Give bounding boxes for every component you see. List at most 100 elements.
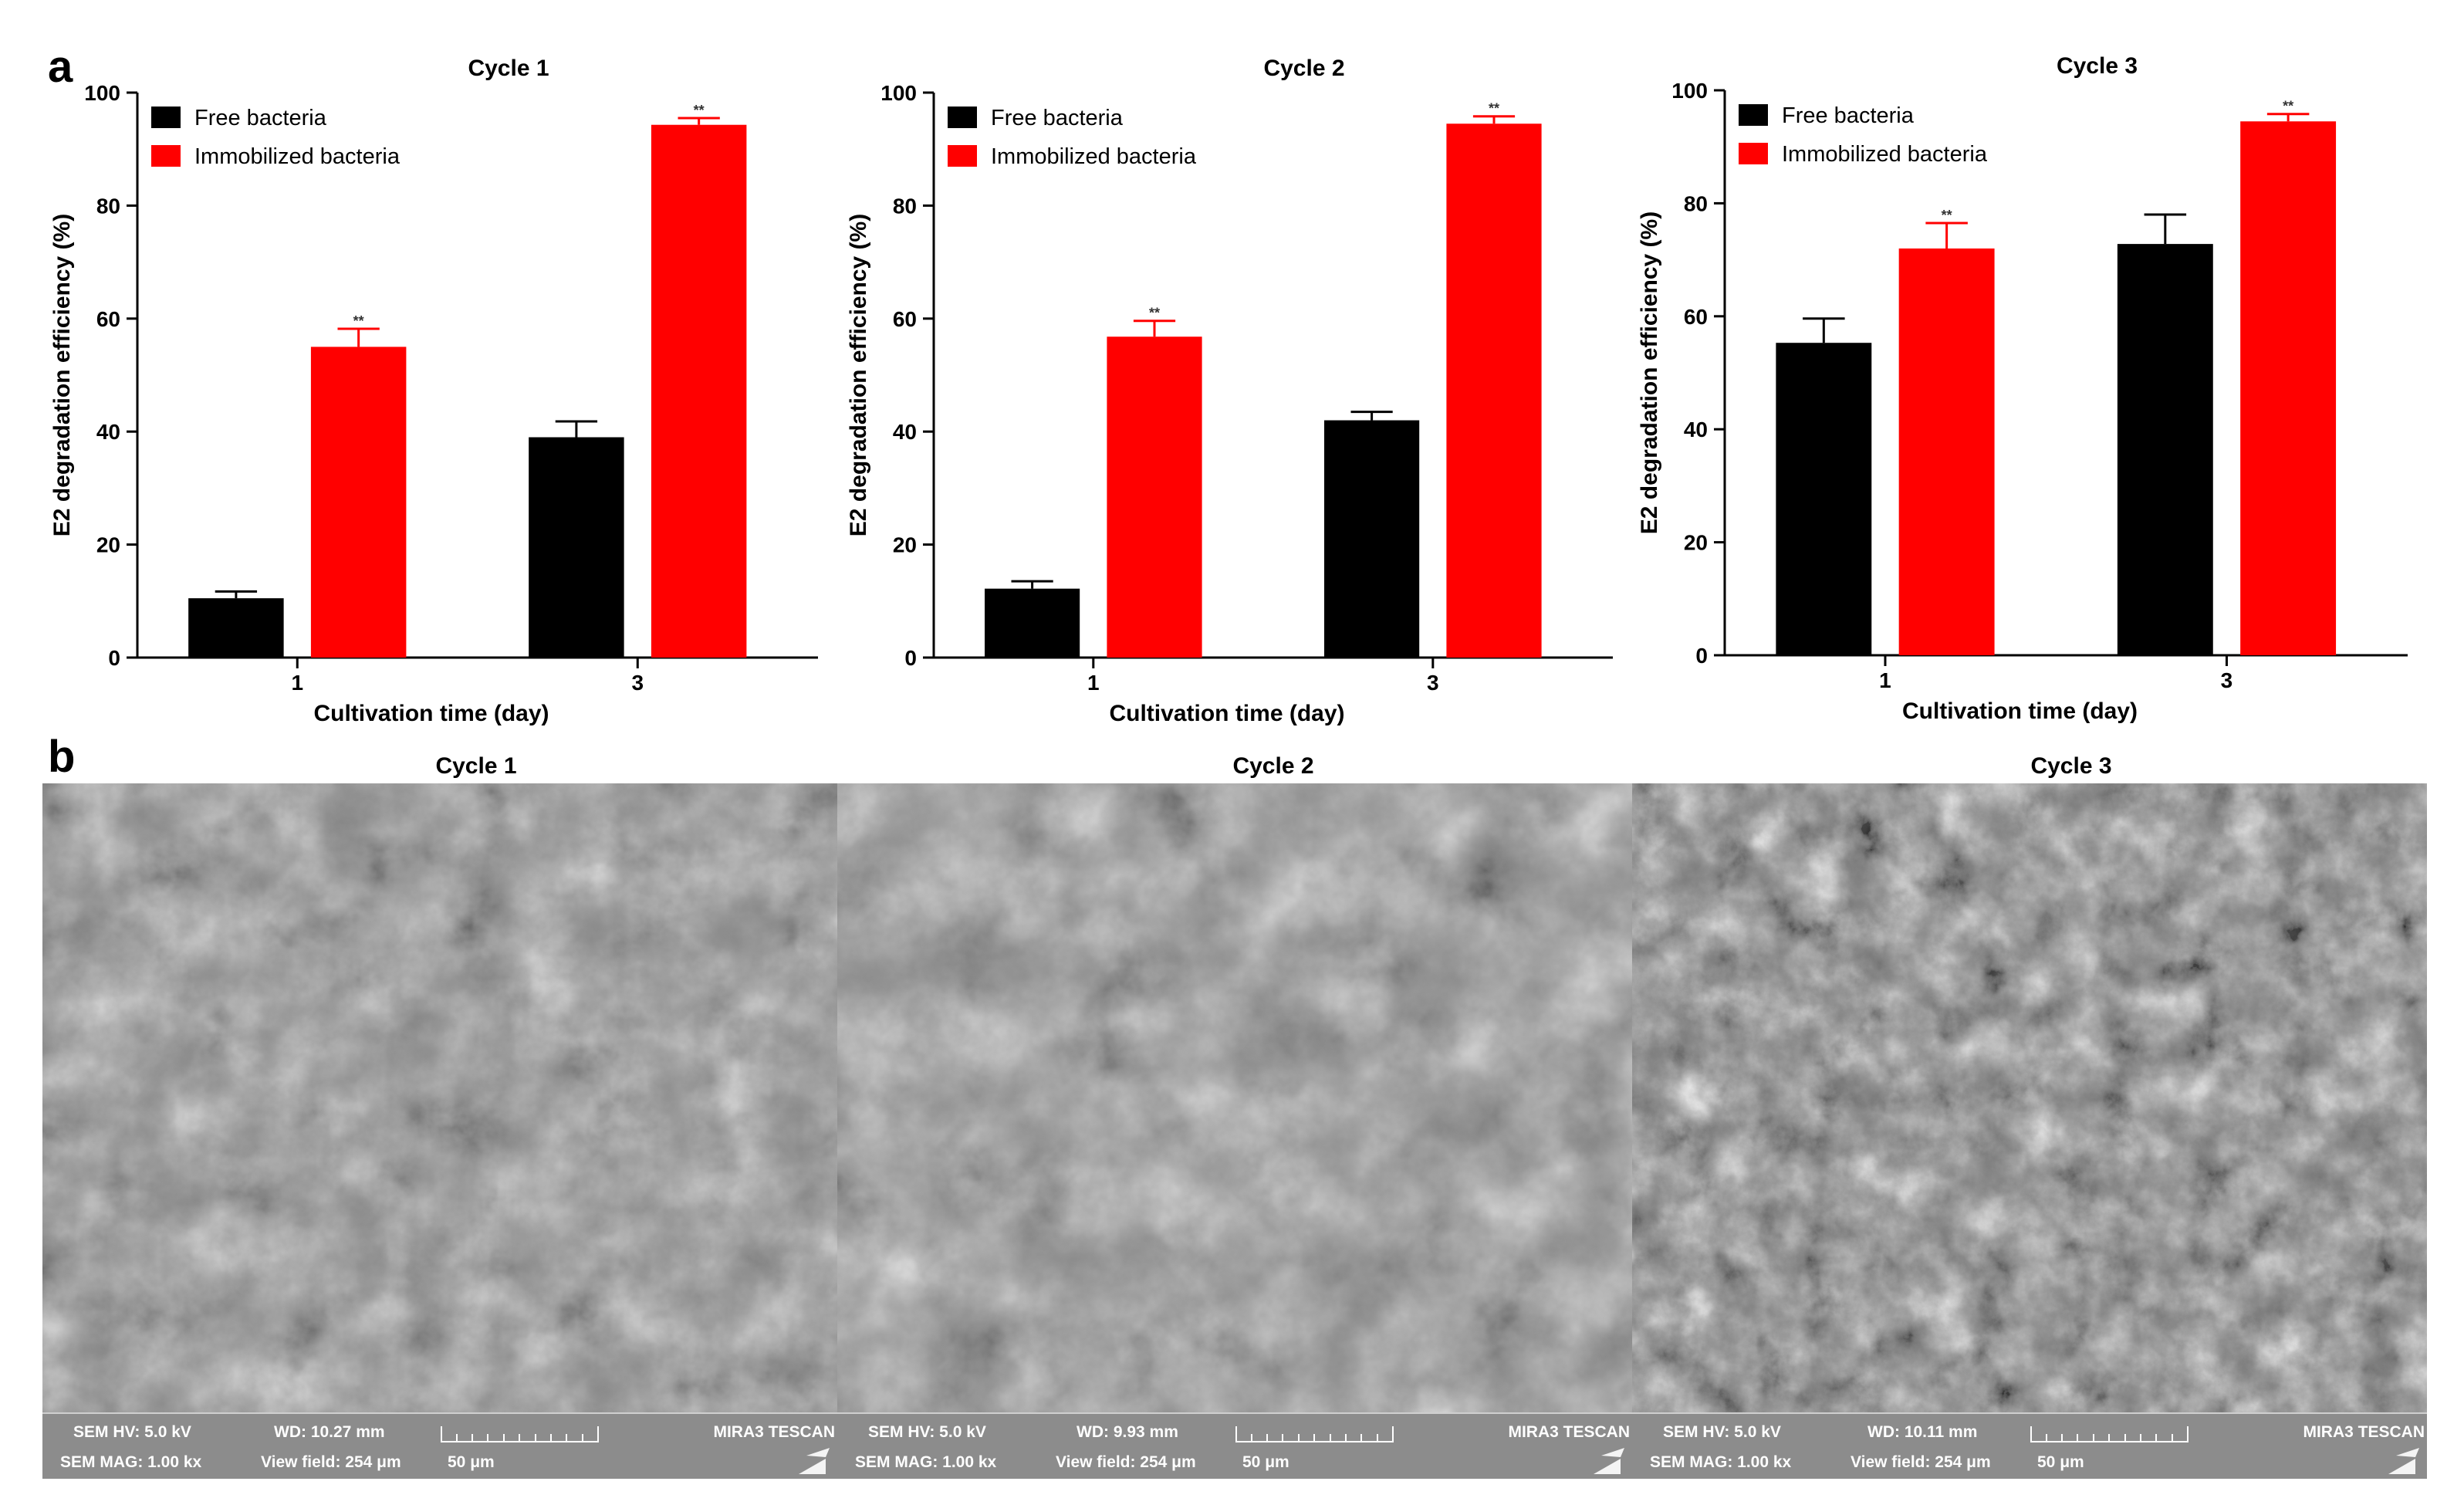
y-tick-label: 0 — [1695, 644, 1708, 668]
sem-hv-2: SEM HV: 5.0 kV — [868, 1423, 986, 1441]
y-tick-label: 20 — [1684, 531, 1708, 555]
bar — [310, 347, 407, 658]
y-axis-label: E2 degradation efficiency (%) — [846, 214, 871, 536]
panel-label-b: b — [48, 732, 75, 782]
sem-hv-1: SEM HV: 5.0 kV — [73, 1423, 191, 1441]
sem-wd-3: WD: 10.11 mm — [1867, 1423, 1977, 1441]
legend-swatch — [948, 107, 977, 128]
bar — [188, 598, 284, 658]
sem-title-1: Cycle 1 — [435, 753, 516, 779]
chart-title: Cycle 3 — [2057, 53, 2138, 79]
sem-title-2: Cycle 2 — [1232, 753, 1313, 779]
x-axis-label: Cultivation time (day) — [1109, 701, 1344, 726]
bar — [1776, 343, 1872, 655]
sem-brand-2: MIRA3 TESCAN — [1508, 1423, 1630, 1441]
x-tick-label: 3 — [2221, 668, 2233, 692]
sem-scale-3: 50 μm — [2037, 1453, 2084, 1471]
bar — [1324, 420, 1420, 658]
sem-wd-1: WD: 10.27 mm — [274, 1423, 385, 1441]
legend-swatch — [151, 107, 181, 128]
significance-label: ** — [1149, 306, 1160, 321]
significance-label: ** — [1942, 208, 1952, 223]
legend-swatch — [1739, 143, 1768, 164]
panel-label-a: a — [48, 42, 73, 92]
x-tick-label: 1 — [291, 671, 303, 695]
x-tick-label: 1 — [1879, 668, 1891, 692]
y-tick-label: 0 — [904, 646, 917, 670]
y-tick-label: 40 — [1684, 418, 1708, 441]
legend-label: Immobilized bacteria — [1782, 142, 1988, 167]
sem-view-2: View field: 254 μm — [1056, 1453, 1196, 1471]
legend-label: Free bacteria — [194, 106, 327, 130]
chart-title: Cycle 2 — [1263, 56, 1344, 81]
y-tick-label: 80 — [96, 194, 120, 218]
scale-bar-2 — [1235, 1426, 1394, 1442]
tescan-logo-3 — [2388, 1448, 2419, 1474]
chart-title: Cycle 1 — [468, 56, 549, 81]
sem-info-bar-2: SEM HV: 5.0 kV WD: 9.93 mm SEM MAG: 1.00… — [837, 1412, 1632, 1479]
sem-view-3: View field: 254 μm — [1851, 1453, 1991, 1471]
y-tick-label: 60 — [96, 307, 120, 331]
x-tick-label: 3 — [1427, 671, 1439, 695]
chart-cycle-1: Cycle 1 0 20 40 60 80 100 E2 degradation effici… — [49, 56, 818, 726]
sem-view-1: View field: 254 μm — [261, 1453, 401, 1471]
legend-swatch — [1739, 104, 1768, 126]
sem-scale-2: 50 μm — [1242, 1453, 1289, 1471]
sem-info-bar-3: SEM HV: 5.0 kV WD: 10.11 mm SEM MAG: 1.0… — [1632, 1412, 2427, 1479]
y-tick-label: 60 — [893, 307, 917, 331]
y-tick-label: 100 — [84, 81, 120, 105]
sem-scale-1: 50 μm — [448, 1453, 495, 1471]
x-tick-label: 3 — [631, 671, 644, 695]
sem-panel: Cycle 1 Cycle 2 Cycle 3 SEM HV: 5.0 kV W… — [42, 753, 2427, 1479]
bar — [985, 588, 1080, 658]
significance-label: ** — [2283, 99, 2293, 114]
sem-image-3 — [1632, 783, 2427, 1413]
bar — [2240, 121, 2337, 655]
chart-cycle-2: Cycle 2 0 20 40 60 80 100 E2 degradation effici… — [846, 56, 1613, 726]
y-tick-label: 80 — [1684, 191, 1708, 215]
bar — [1898, 248, 1995, 656]
sem-image-2 — [837, 783, 1632, 1413]
y-tick-label: 100 — [880, 81, 917, 105]
significance-label: ** — [1489, 101, 1499, 117]
bar — [1107, 337, 1202, 658]
y-tick-label: 40 — [893, 420, 917, 444]
x-axis-label: Cultivation time (day) — [1902, 698, 2138, 724]
bar — [1446, 123, 1542, 658]
legend-label: Immobilized bacteria — [194, 144, 401, 169]
x-axis-label: Cultivation time (day) — [313, 701, 549, 726]
chart-cycle-3: Cycle 3 0 20 40 60 80 100 E2 degradation effici… — [1637, 53, 2408, 724]
sem-info-bar-1: SEM HV: 5.0 kV WD: 10.27 mm SEM MAG: 1.0… — [42, 1412, 837, 1479]
significance-label: ** — [353, 313, 364, 329]
sem-mag-2: SEM MAG: 1.00 kx — [855, 1453, 997, 1471]
sem-mag-3: SEM MAG: 1.00 kx — [1650, 1453, 1792, 1471]
legend-swatch — [948, 145, 977, 167]
y-tick-label: 80 — [893, 194, 917, 218]
y-tick-label: 20 — [96, 533, 120, 557]
sem-hv-3: SEM HV: 5.0 kV — [1663, 1423, 1781, 1441]
y-tick-label: 20 — [893, 533, 917, 557]
x-tick-label: 1 — [1087, 671, 1100, 695]
legend-label: Free bacteria — [991, 106, 1124, 130]
sem-brand-3: MIRA3 TESCAN — [2303, 1423, 2425, 1441]
legend-swatch — [151, 145, 181, 167]
sem-image-1 — [42, 783, 837, 1413]
sem-mag-1: SEM MAG: 1.00 kx — [60, 1453, 202, 1471]
significance-label: ** — [694, 103, 705, 118]
scale-bar-3 — [2030, 1426, 2189, 1442]
legend-label: Free bacteria — [1782, 103, 1915, 128]
sem-title-3: Cycle 3 — [2030, 753, 2111, 779]
bar — [529, 437, 624, 658]
scale-bar-1 — [441, 1426, 599, 1442]
tescan-logo-2 — [1594, 1448, 1624, 1474]
y-tick-label: 60 — [1684, 305, 1708, 329]
sem-wd-2: WD: 9.93 mm — [1077, 1423, 1178, 1441]
y-tick-label: 40 — [96, 420, 120, 444]
y-axis-label: E2 degradation efficiency (%) — [1637, 211, 1662, 534]
bar — [651, 124, 747, 658]
y-tick-label: 0 — [108, 646, 120, 670]
y-tick-label: 100 — [1671, 79, 1708, 103]
y-axis-label: E2 degradation efficiency (%) — [49, 214, 75, 536]
sem-brand-1: MIRA3 TESCAN — [713, 1423, 835, 1441]
